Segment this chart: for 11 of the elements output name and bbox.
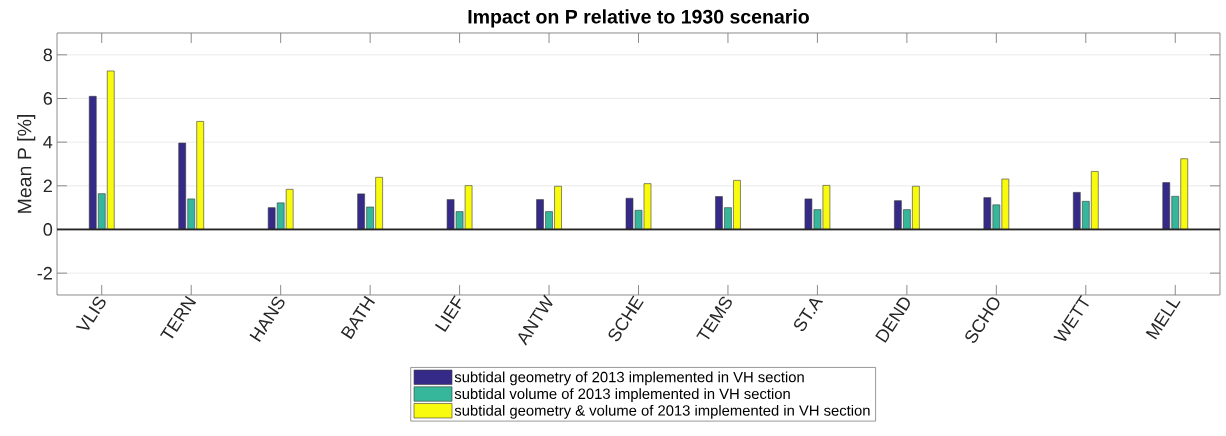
y-axis-title: Mean P [%]	[17, 115, 36, 213]
y-tick-label: 8	[43, 48, 53, 62]
y-tick-label: 2	[43, 179, 52, 193]
y-tick-label: 6	[43, 92, 53, 105]
y-tick-label: 4	[43, 135, 53, 149]
chart-title: Impact on P relative to 1930 scenario	[468, 9, 809, 28]
legend-label: subtidal geometry of 2013 implemented in VH section	[454, 371, 804, 386]
legend-label: subtidal volume of 2013 implemented in VH section	[454, 388, 790, 402]
legend-label: subtidal geometry & volume of 2013 implemented in VH section	[454, 404, 870, 419]
y-tick-label: -2	[37, 266, 52, 280]
y-tick-label: 0	[43, 223, 53, 236]
